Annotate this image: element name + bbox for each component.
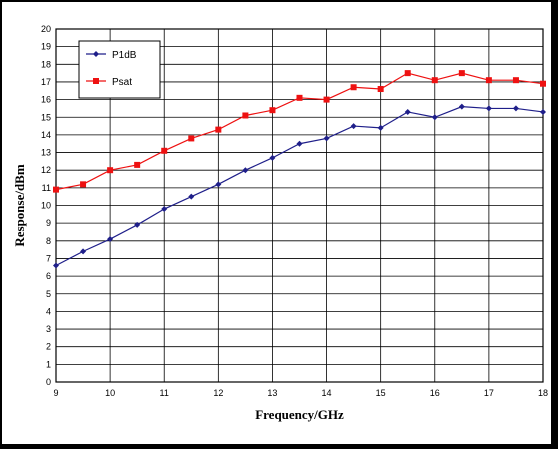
data-point-psat	[80, 181, 87, 188]
legend: P1dB Psat	[78, 40, 161, 99]
data-point-psat	[404, 70, 411, 77]
series-p1db	[53, 103, 546, 269]
y-tick-label: 10	[41, 201, 51, 211]
y-axis-title: Response/dBm	[12, 164, 27, 247]
data-point-psat	[540, 80, 546, 87]
data-point-psat	[323, 96, 330, 103]
data-point-p1db	[188, 193, 195, 200]
data-point-p1db	[161, 206, 168, 213]
data-point-psat	[269, 107, 276, 114]
x-axis-ticks: 9 10 11 12 13 14 15 16 17 18	[53, 388, 548, 398]
data-point-p1db	[53, 262, 59, 269]
x-tick-label: 14	[322, 388, 332, 398]
data-point-p1db	[485, 105, 492, 112]
y-tick-label: 4	[46, 306, 51, 316]
data-point-psat	[107, 167, 114, 174]
x-tick-label: 15	[376, 388, 386, 398]
grid	[55, 28, 544, 383]
data-point-p1db	[404, 108, 411, 115]
data-point-psat	[458, 70, 465, 77]
data-point-p1db	[458, 103, 465, 110]
data-point-psat	[188, 135, 195, 142]
data-point-psat	[485, 77, 492, 84]
data-point-p1db	[107, 236, 114, 243]
y-tick-label: 6	[46, 271, 51, 281]
legend-item: P1dB	[86, 50, 137, 61]
x-tick-label: 9	[53, 388, 58, 398]
data-point-p1db	[269, 154, 276, 161]
data-point-p1db	[377, 124, 384, 131]
data-point-p1db	[242, 167, 249, 174]
x-tick-label: 11	[160, 388, 169, 398]
data-point-p1db	[80, 248, 87, 255]
data-point-p1db	[134, 221, 141, 228]
y-tick-label: 9	[46, 218, 51, 228]
data-point-p1db	[540, 108, 546, 115]
x-axis-title: Frequency/GHz	[255, 407, 344, 422]
y-tick-label: 18	[41, 59, 51, 69]
series	[53, 70, 546, 269]
data-point-psat	[134, 161, 141, 168]
legend-marker-psat	[93, 78, 99, 84]
y-tick-label: 8	[46, 236, 51, 246]
plot-area-border	[55, 28, 544, 383]
y-tick-label: 3	[46, 324, 51, 334]
data-point-psat	[161, 147, 168, 154]
legend-box	[78, 40, 161, 99]
data-point-psat	[350, 84, 357, 91]
data-point-p1db	[215, 181, 222, 188]
y-tick-label: 12	[41, 165, 51, 175]
data-point-psat	[296, 94, 303, 101]
data-point-psat	[512, 77, 519, 84]
x-tick-label: 18	[538, 388, 548, 398]
data-point-psat	[431, 77, 438, 84]
data-point-p1db	[512, 105, 519, 112]
y-tick-label: 0	[46, 377, 51, 387]
legend-item: Psat	[86, 77, 132, 88]
x-tick-label: 17	[484, 388, 494, 398]
x-tick-label: 16	[430, 388, 440, 398]
legend-label: P1dB	[112, 50, 137, 61]
data-point-p1db	[296, 140, 303, 147]
y-tick-label: 19	[41, 42, 51, 52]
y-tick-label: 16	[41, 95, 51, 105]
data-point-psat	[53, 186, 59, 193]
y-tick-label: 17	[41, 77, 51, 87]
data-point-p1db	[431, 114, 438, 121]
x-tick-label: 13	[267, 388, 277, 398]
data-point-p1db	[323, 135, 330, 142]
series-line-p1db	[55, 106, 544, 267]
data-point-psat	[377, 86, 384, 93]
y-tick-label: 7	[46, 253, 51, 263]
y-tick-label: 20	[41, 24, 51, 34]
data-point-psat	[242, 112, 249, 119]
y-tick-label: 11	[42, 183, 51, 193]
y-tick-label: 5	[46, 289, 51, 299]
y-tick-label: 2	[46, 342, 51, 352]
data-point-psat	[215, 126, 222, 133]
y-tick-label: 1	[46, 359, 51, 369]
data-point-p1db	[350, 123, 357, 130]
x-tick-label: 10	[105, 388, 115, 398]
y-tick-label: 14	[41, 130, 51, 140]
legend-marker-p1db	[93, 51, 99, 57]
series-psat	[53, 70, 546, 193]
legend-label: Psat	[112, 77, 132, 88]
y-tick-label: 13	[41, 148, 51, 158]
y-tick-label: 15	[41, 112, 51, 122]
x-tick-label: 12	[213, 388, 223, 398]
